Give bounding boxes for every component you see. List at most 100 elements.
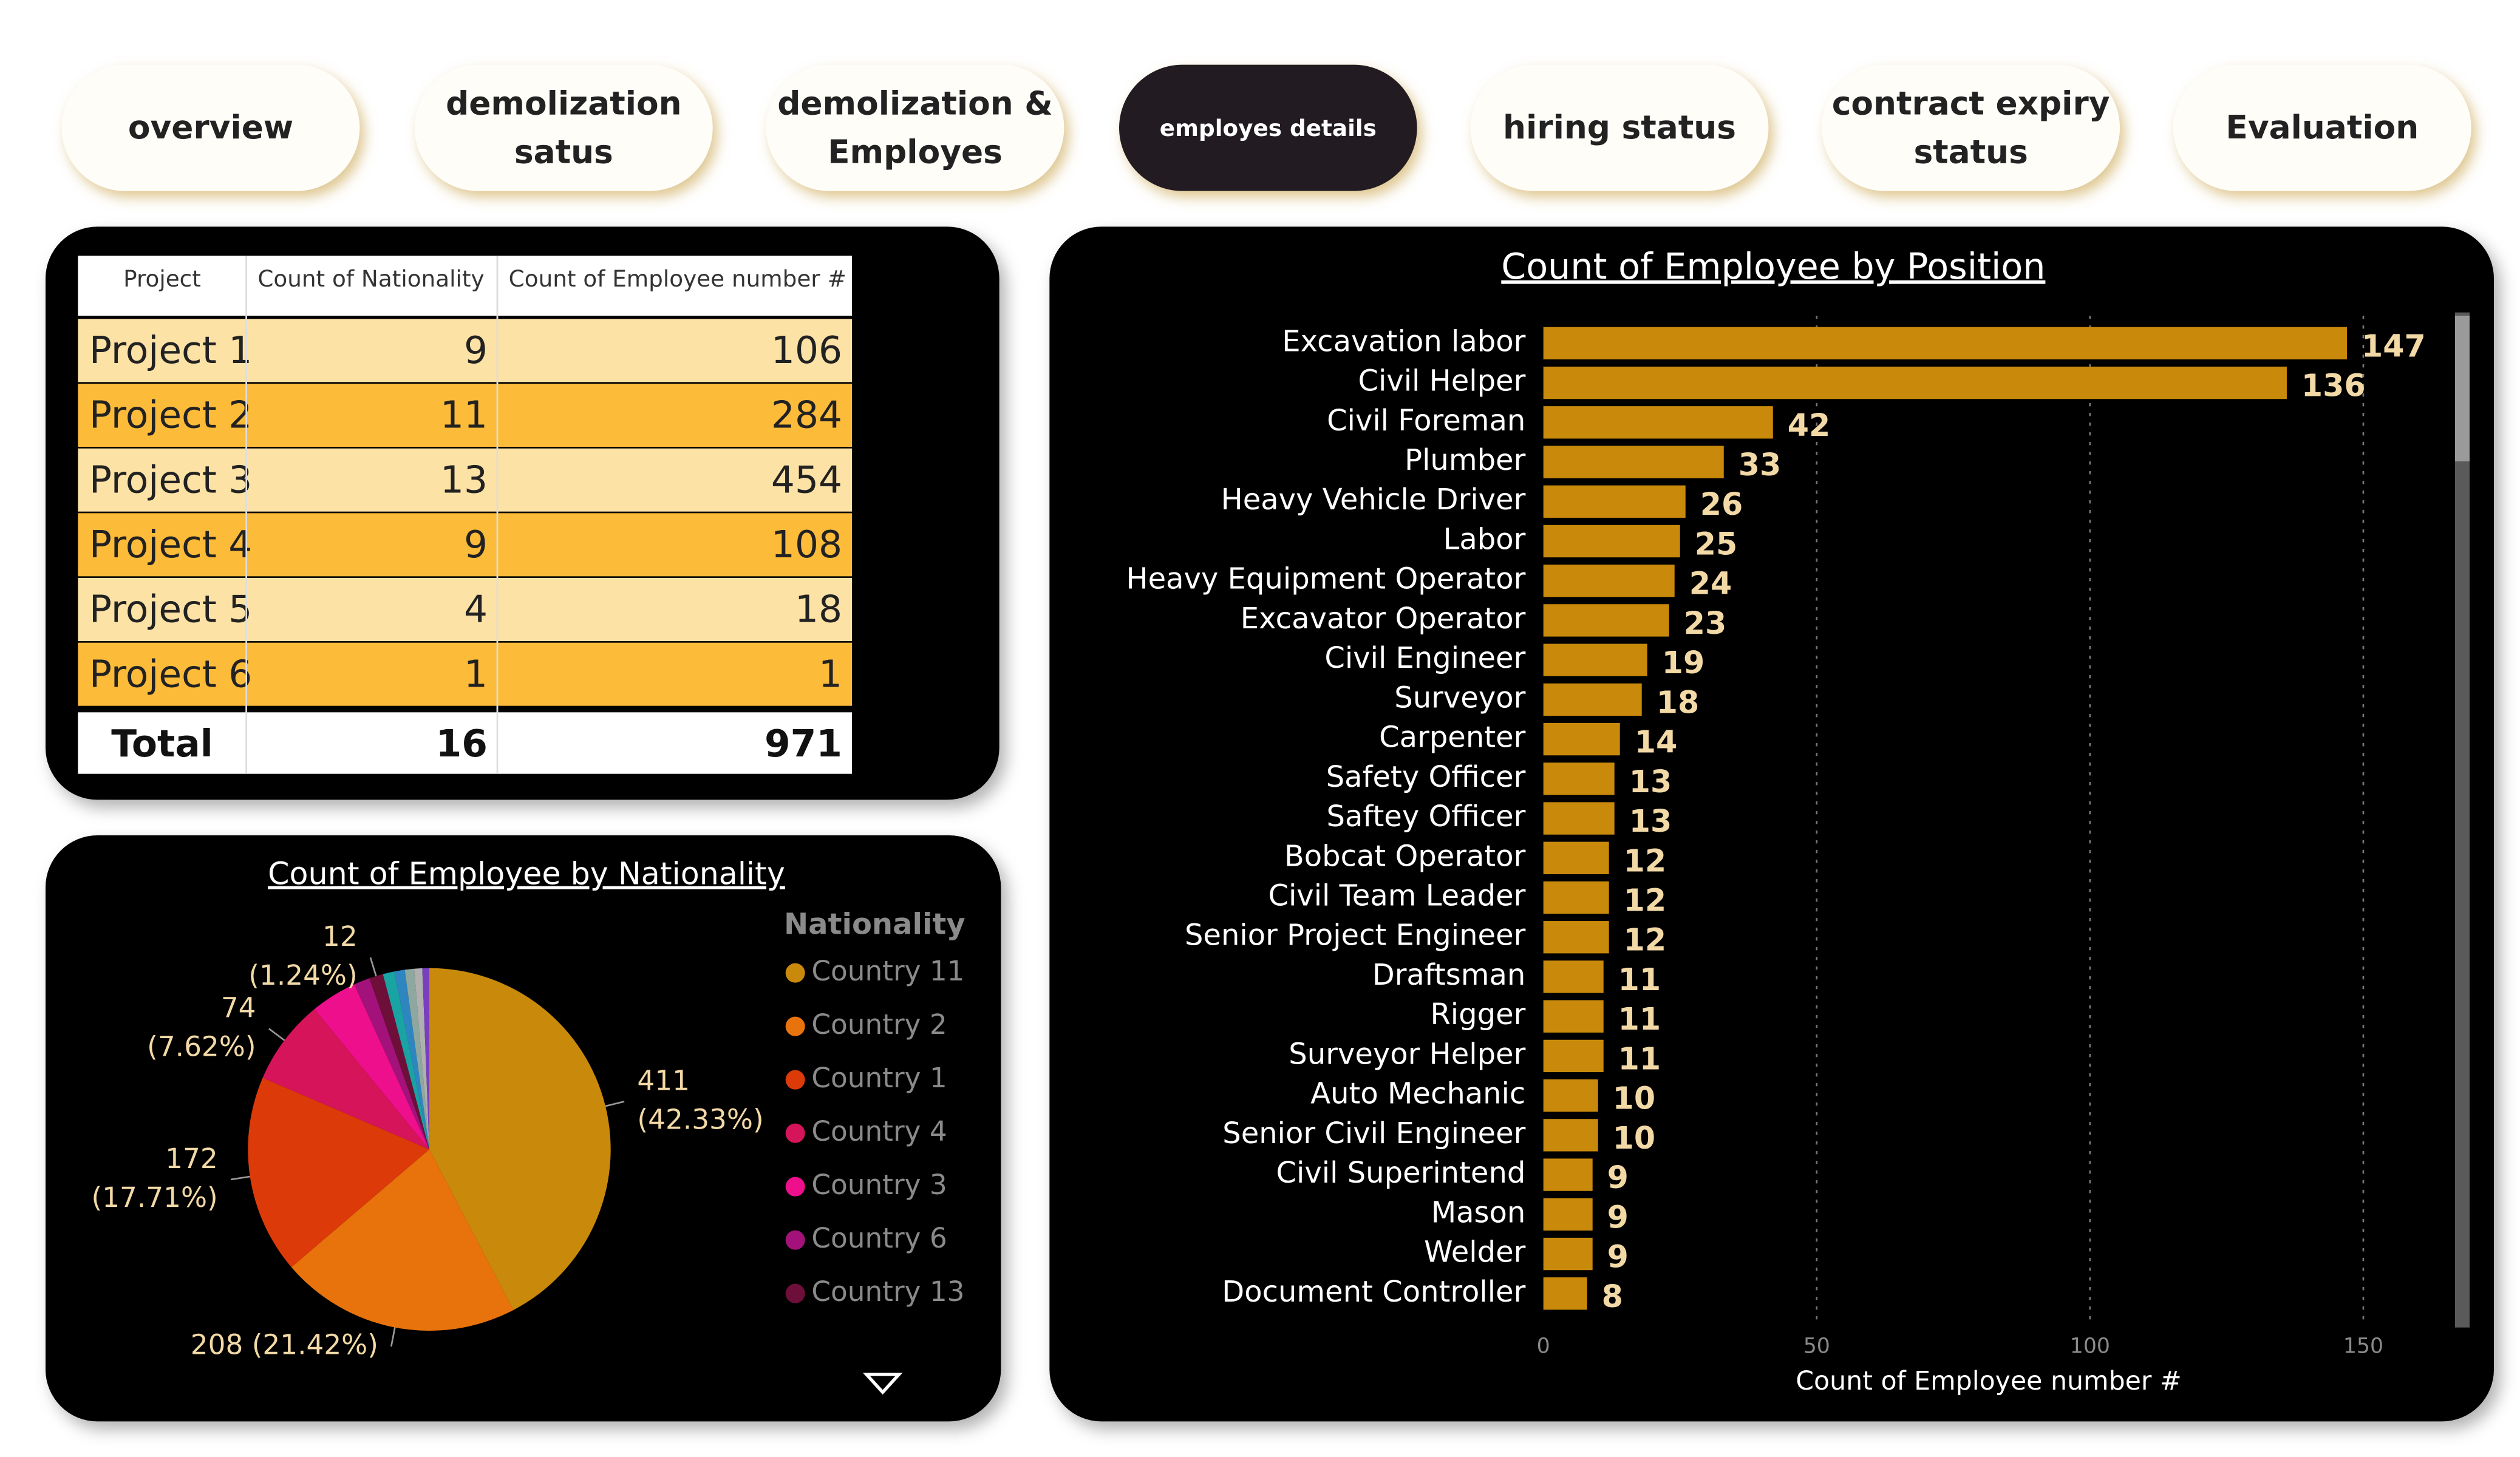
bar	[1543, 921, 1609, 954]
bar-value-label: 147	[2362, 328, 2426, 364]
legend-scroll-arrow[interactable]	[862, 1373, 903, 1395]
table-row-bg	[78, 448, 852, 512]
scrollbar-thumb[interactable]	[2455, 316, 2470, 461]
table-row-bg	[78, 319, 852, 382]
scrollbar[interactable]	[2455, 312, 2470, 1328]
nav-tab-label[interactable]: Evaluation	[2225, 108, 2419, 146]
pie-leader	[369, 957, 377, 977]
nav-tab[interactable]	[1119, 64, 1417, 191]
bar	[1543, 1237, 1593, 1271]
nav-tab[interactable]	[2173, 64, 2471, 191]
table-cell: 18	[795, 588, 842, 631]
table-row-bg	[78, 513, 852, 577]
y-tick-label: Auto Mechanic	[1310, 1077, 1525, 1111]
table-cell: 13	[440, 458, 488, 501]
bar-chart: Count of Employee by Position 0 50 100 150 Co…	[1126, 246, 2426, 1396]
bar-value-label: 12	[1624, 922, 1667, 958]
y-tick-label: Civil Helper	[1358, 364, 1525, 398]
bar-value-label: 12	[1624, 843, 1667, 878]
legend-label[interactable]: Country 2	[811, 1008, 947, 1041]
bar-value-label: 11	[1618, 962, 1661, 997]
pie-slice	[262, 1009, 429, 1150]
bar-value-label: 10	[1613, 1120, 1656, 1156]
legend-label[interactable]: Country 3	[811, 1169, 947, 1201]
legend-label[interactable]: Country 13	[811, 1275, 964, 1308]
y-tick-label: Bobcat Operator	[1284, 839, 1526, 873]
bar	[1543, 366, 2287, 399]
bar	[1543, 1079, 1598, 1112]
table-row-bg	[78, 578, 852, 641]
nav-bar: overview demolization satus demolization & E…	[61, 64, 2471, 191]
bar	[1543, 1039, 1604, 1073]
legend-swatch	[785, 1230, 805, 1250]
legend-label[interactable]: Country 4	[811, 1115, 947, 1147]
nav-tab[interactable]	[415, 64, 713, 191]
y-tick-label: Surveyor Helper	[1289, 1037, 1525, 1071]
bar-value-label: 10	[1613, 1081, 1656, 1116]
nav-tab-label[interactable]: demolization satus	[446, 84, 682, 171]
bar	[1543, 1198, 1593, 1231]
pie-leader	[230, 1175, 250, 1181]
bar	[1543, 1158, 1593, 1191]
y-tick-label: Rigger	[1430, 997, 1525, 1031]
pie-title: Count of Employee by Nationality	[268, 856, 785, 892]
x-tick-label: 50	[1803, 1334, 1830, 1359]
pie-slice	[369, 974, 429, 1150]
x-tick-label: 100	[2070, 1334, 2110, 1359]
bar-value-label: 12	[1624, 883, 1667, 919]
pie-label: 74 (7.62%)	[147, 991, 256, 1062]
nav-tab[interactable]	[1470, 64, 1769, 191]
nav-tab-label[interactable]: contract expiry status	[1832, 84, 2110, 171]
pie-leader	[390, 1327, 396, 1347]
pie-slice	[404, 968, 429, 1150]
nav-tab[interactable]	[61, 64, 360, 191]
y-tick-label: Labor	[1443, 522, 1526, 556]
bar	[1543, 1277, 1587, 1310]
legend-swatch	[785, 963, 805, 983]
table-total: 16	[436, 722, 488, 766]
pie-label: 411 (42.33%)	[637, 1064, 763, 1135]
pie-slice	[414, 968, 429, 1150]
pie-chart: Count of Employee by Nationality 411 (42.3…	[92, 856, 965, 1361]
table-cell: 108	[771, 523, 842, 566]
bar	[1543, 406, 1773, 439]
nav-tab-label[interactable]: hiring status	[1503, 108, 1736, 146]
bar-value-label: 11	[1618, 1041, 1661, 1076]
table: Project Count of Nationality Count of Empl…	[78, 256, 852, 774]
nav-tab[interactable]	[766, 64, 1064, 191]
table-cell: 454	[771, 458, 842, 501]
table-cell: 9	[464, 523, 488, 566]
pie-slice	[383, 971, 429, 1150]
table-cell: Project 3	[89, 458, 252, 501]
bar-value-label: 25	[1695, 526, 1738, 562]
legend-label[interactable]: Country 11	[811, 955, 964, 987]
legend-label[interactable]: Country 1	[811, 1062, 947, 1094]
bar	[1543, 604, 1669, 637]
table-header: Count of Nationality	[257, 265, 484, 292]
bar-value-label: 11	[1618, 1001, 1661, 1037]
nav-tab-label[interactable]: employes details	[1160, 115, 1377, 141]
nav-tab[interactable]	[1822, 64, 2120, 191]
nav-tab-label[interactable]: demolization & Employes	[777, 84, 1053, 171]
legend-swatch	[785, 1070, 805, 1090]
bar	[1543, 565, 1675, 597]
table-total: Total	[111, 722, 213, 766]
y-tick-label: Draftsman	[1372, 958, 1526, 992]
pie-leader	[605, 1101, 625, 1107]
bar-value-label: 9	[1607, 1239, 1629, 1275]
nav-tab-label[interactable]: overview	[128, 108, 293, 146]
legend-swatch	[785, 1123, 805, 1143]
bar-value-label: 9	[1607, 1160, 1629, 1195]
y-tick-label: Heavy Equipment Operator	[1126, 562, 1526, 596]
legend-swatch	[785, 1016, 805, 1036]
y-tick-label: Surveyor	[1394, 681, 1525, 715]
pie-label: 208 (21.42%)	[191, 1328, 378, 1360]
bar	[1543, 683, 1642, 716]
y-tick-label: Civil Foreman	[1327, 404, 1525, 438]
table-cell: 1	[464, 653, 488, 696]
legend-label[interactable]: Country 6	[811, 1222, 947, 1254]
legend-title: Nationality	[784, 907, 965, 941]
pie-slice	[422, 968, 429, 1150]
y-tick-label: Safety Officer	[1326, 760, 1526, 794]
